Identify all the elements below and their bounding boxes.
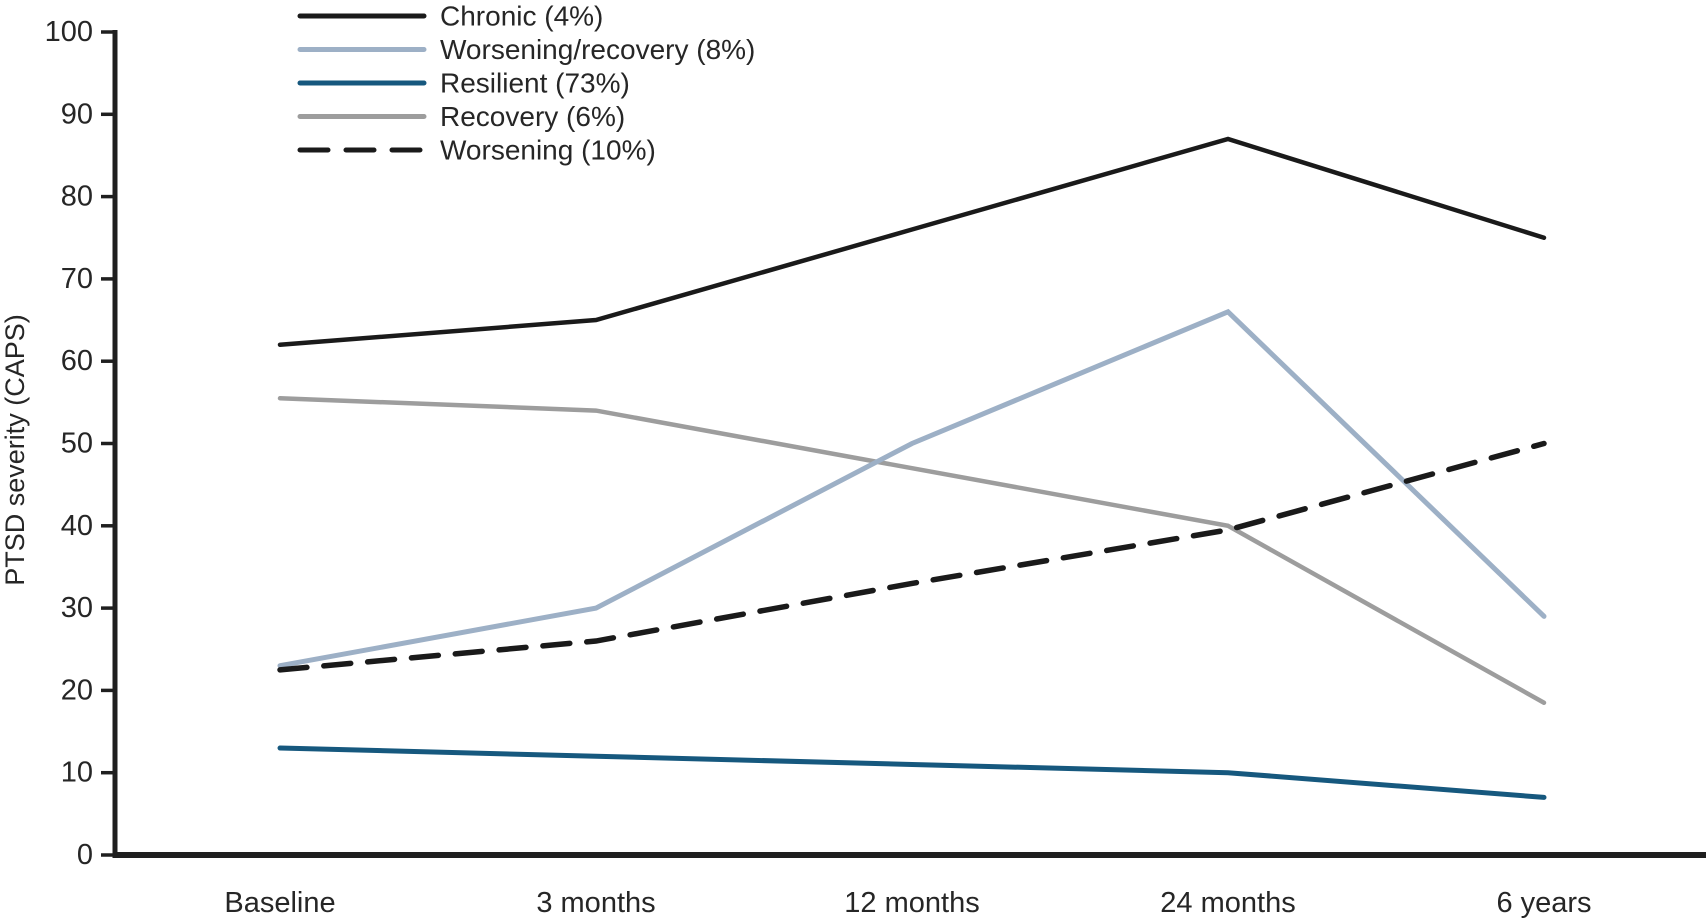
y-tick-label: 60 [61,345,93,377]
y-tick-label: 70 [61,263,93,295]
legend-label: Worsening/recovery (8%) [440,34,755,65]
series-line-recovery-6 [277,395,1547,705]
legend-label: Worsening (10%) [440,135,656,166]
series-line-resilient-73 [277,745,1547,800]
legend-label: Recovery (6%) [440,101,625,132]
series-line-chronic-4 [277,136,1547,347]
x-tick-label: 6 years [1496,887,1591,919]
y-tick-label: 50 [61,428,93,460]
y-tick-label: 40 [61,510,93,542]
series-line-worsening-10 [277,440,1547,673]
legend-label: Chronic (4%) [440,1,603,32]
y-tick-label: 0 [77,839,93,871]
x-tick-label: 12 months [844,887,979,919]
y-tick-label: 20 [61,674,93,706]
y-tick-label: 80 [61,181,93,213]
x-tick-label: 24 months [1160,887,1295,919]
y-tick-label: 100 [45,16,93,48]
y-axis-title: PTSD severity (CAPS) [0,314,30,586]
legend-label: Resilient (73%) [440,68,630,99]
x-tick-label: 3 months [536,887,655,919]
x-tick-label: Baseline [224,887,335,919]
y-tick-label: 90 [61,98,93,130]
y-tick-label: 10 [61,757,93,789]
series-line-worsening-recovery-8 [277,308,1547,669]
y-tick-label: 30 [61,592,93,624]
